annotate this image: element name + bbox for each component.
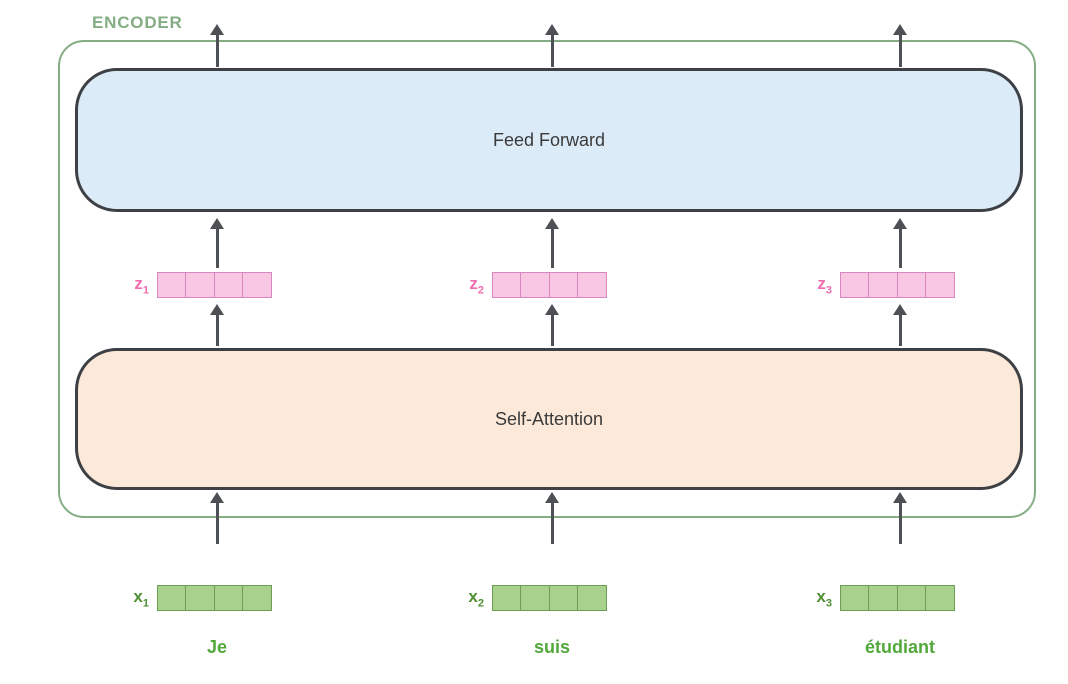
flow-arrow-x1-sa: [210, 492, 224, 544]
x2-label: x2: [468, 586, 484, 610]
arrow-stem: [550, 315, 554, 346]
x2-cells: [492, 585, 608, 611]
vector-cell: [840, 272, 870, 298]
arrow-stem: [550, 229, 554, 268]
arrow-head-icon: [545, 218, 559, 229]
arrow-head-icon: [545, 492, 559, 503]
flow-arrow-x3-sa: [893, 492, 907, 544]
arrow-head-icon: [210, 304, 224, 315]
arrow-head-icon: [545, 304, 559, 315]
arrow-stem: [898, 229, 902, 268]
z1-cells: [157, 272, 273, 298]
z1-vector: z1: [127, 272, 273, 298]
z1-label: z1: [134, 273, 149, 297]
x1-vector: x1: [127, 585, 273, 611]
flow-arrow-x2-sa: [545, 492, 559, 544]
arrow-head-icon: [893, 492, 907, 503]
arrow-stem: [898, 35, 902, 67]
vector-cell: [868, 272, 899, 298]
flow-arrow-out-1: [210, 24, 224, 67]
arrow-head-icon: [210, 218, 224, 229]
vector-cell: [896, 585, 927, 611]
x3-label: x3: [816, 586, 832, 610]
vector-cell: [896, 272, 927, 298]
flow-arrow-out-3: [893, 24, 907, 67]
vector-cell: [185, 585, 216, 611]
vector-cell: [577, 585, 608, 611]
vector-cell: [242, 585, 273, 611]
flow-arrow-z2-ff: [545, 218, 559, 268]
vector-cell: [492, 272, 522, 298]
token-je: Je: [206, 637, 228, 657]
vector-cell: [520, 272, 551, 298]
vector-cell: [925, 272, 956, 298]
vector-cell: [242, 272, 273, 298]
vector-cell: [157, 585, 187, 611]
feed-forward-label: Feed Forward: [492, 129, 606, 150]
x1-cells: [157, 585, 273, 611]
arrow-head-icon: [893, 24, 907, 35]
vector-cell: [868, 585, 899, 611]
flow-arrow-sa-z2: [545, 304, 559, 346]
arrow-stem: [550, 35, 554, 67]
flow-arrow-z3-ff: [893, 218, 907, 268]
z3-cells: [840, 272, 956, 298]
flow-arrow-sa-z3: [893, 304, 907, 346]
arrow-stem: [550, 503, 554, 544]
arrow-head-icon: [210, 24, 224, 35]
x1-label: x1: [133, 586, 149, 610]
vector-cell: [185, 272, 216, 298]
x3-vector: x3: [810, 585, 956, 611]
vector-cell: [492, 585, 522, 611]
x3-cells: [840, 585, 956, 611]
self-attention-block: Self-Attention: [75, 348, 1023, 490]
vector-cell: [840, 585, 870, 611]
vector-cell: [213, 585, 244, 611]
z3-vector: z3: [810, 272, 956, 298]
arrow-stem: [215, 315, 219, 346]
arrow-stem: [215, 503, 219, 544]
arrow-stem: [215, 35, 219, 67]
vector-cell: [213, 272, 244, 298]
arrow-head-icon: [893, 304, 907, 315]
arrow-head-icon: [545, 24, 559, 35]
vector-cell: [577, 272, 608, 298]
vector-cell: [520, 585, 551, 611]
token-suis: suis: [533, 637, 571, 657]
flow-arrow-out-2: [545, 24, 559, 67]
arrow-stem: [898, 503, 902, 544]
flow-arrow-sa-z1: [210, 304, 224, 346]
z3-label: z3: [817, 273, 832, 297]
token-etudiant: étudiant: [865, 637, 935, 657]
arrow-head-icon: [893, 218, 907, 229]
vector-cell: [548, 585, 579, 611]
encoder-label: ENCODER: [92, 13, 183, 32]
x2-vector: x2: [462, 585, 608, 611]
feed-forward-block: Feed Forward: [75, 68, 1023, 212]
vector-cell: [548, 272, 579, 298]
arrow-stem: [898, 315, 902, 346]
flow-arrow-z1-ff: [210, 218, 224, 268]
arrow-head-icon: [210, 492, 224, 503]
z2-vector: z2: [462, 272, 608, 298]
self-attention-label: Self-Attention: [494, 408, 604, 429]
z2-cells: [492, 272, 608, 298]
arrow-stem: [215, 229, 219, 268]
z2-label: z2: [469, 273, 484, 297]
vector-cell: [925, 585, 956, 611]
encoder-frame: [58, 40, 1036, 518]
vector-cell: [157, 272, 187, 298]
